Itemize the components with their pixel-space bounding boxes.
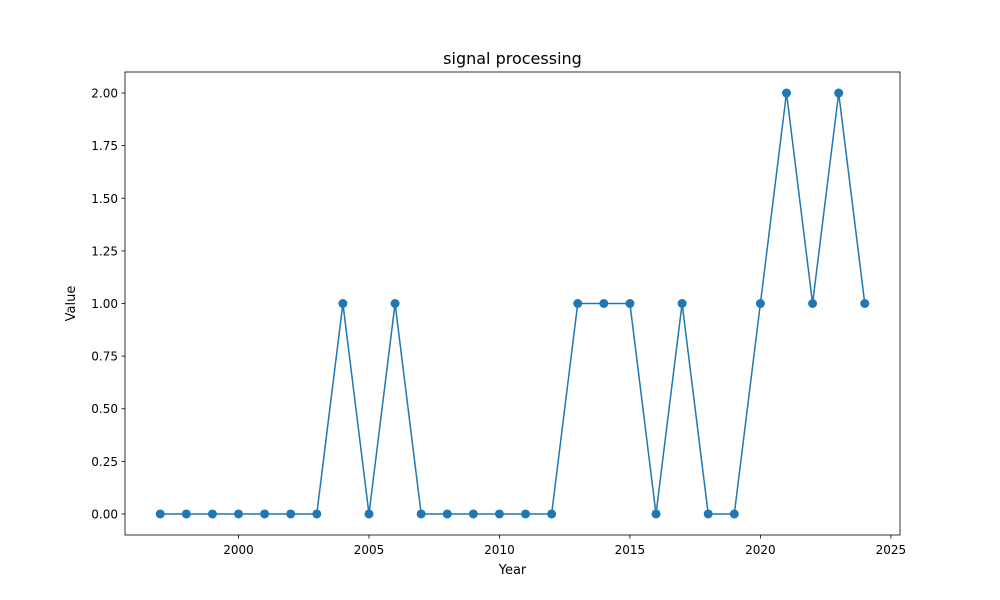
y-tick-label: 0.75 — [91, 350, 118, 364]
data-point — [260, 509, 270, 519]
data-point — [468, 509, 478, 519]
data-point — [207, 509, 217, 519]
y-tick-label: 1.25 — [91, 244, 118, 258]
plot-area-frame — [124, 71, 901, 536]
data-point — [547, 509, 557, 519]
y-tick-label: 2.00 — [91, 87, 118, 101]
data-point — [364, 509, 374, 519]
x-tick-label: 2000 — [223, 543, 254, 557]
data-point — [808, 299, 818, 308]
data-point — [781, 88, 791, 98]
data-point — [155, 509, 165, 519]
data-point — [625, 299, 635, 308]
data-point — [834, 88, 844, 98]
y-tick-label: 1.50 — [91, 192, 118, 206]
x-axis-ticks: 2000 2005 2010 2015 2020 2025 — [223, 535, 906, 557]
x-tick-label: 2020 — [745, 543, 776, 557]
data-point — [390, 299, 400, 308]
y-tick-label: 0.50 — [91, 402, 118, 416]
data-point — [677, 299, 687, 308]
data-point — [729, 509, 739, 519]
data-point — [599, 299, 609, 308]
data-point — [573, 299, 583, 308]
x-tick-label: 2010 — [484, 543, 515, 557]
data-point — [338, 299, 348, 308]
y-tick-label: 1.00 — [91, 297, 118, 311]
data-points — [155, 88, 870, 519]
x-axis-label: Year — [498, 563, 527, 578]
data-point — [181, 509, 191, 519]
data-point — [521, 509, 531, 519]
x-tick-label: 2015 — [615, 543, 646, 557]
series-line — [160, 92, 866, 515]
data-point — [286, 509, 296, 519]
data-point — [234, 509, 244, 519]
y-axis-label: Value — [64, 286, 79, 322]
data-point — [651, 509, 661, 519]
y-tick-label: 1.75 — [91, 139, 118, 153]
x-tick-label: 2025 — [876, 543, 907, 557]
x-tick-label: 2005 — [354, 543, 385, 557]
chart-title: signal processing — [443, 49, 582, 68]
data-point — [442, 509, 452, 519]
data-point — [860, 299, 870, 308]
y-tick-label: 0.25 — [91, 455, 118, 469]
y-tick-label: 0.00 — [91, 507, 118, 521]
data-point — [312, 509, 322, 519]
data-point — [416, 509, 426, 519]
y-axis-ticks: 0.00 0.25 0.50 0.75 1.00 1.25 1.50 1.75 2.00 — [91, 87, 125, 521]
data-point — [494, 509, 504, 519]
data-point — [703, 509, 713, 519]
data-point — [755, 299, 765, 308]
